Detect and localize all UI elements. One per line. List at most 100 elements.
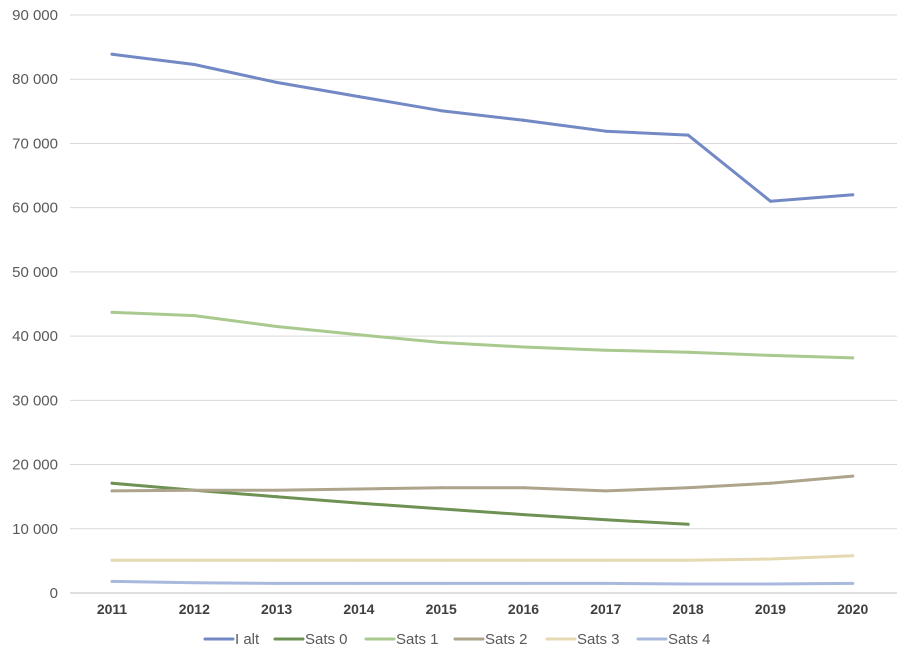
series-sats-1 [110, 310, 855, 360]
data-point [768, 557, 772, 561]
data-point [686, 558, 690, 562]
data-point [522, 513, 525, 517]
data-point [275, 495, 279, 499]
legend-label: Sats 1 [396, 631, 439, 648]
legend-label: I alt [235, 631, 260, 648]
legend-item: Sats 1 [364, 631, 439, 648]
data-point [522, 345, 525, 349]
data-point [110, 481, 114, 485]
x-tick-label: 2015 [426, 601, 457, 617]
data-point [851, 581, 855, 585]
legend-item: Sats 4 [636, 631, 711, 648]
data-point [604, 558, 608, 562]
data-point [357, 333, 361, 337]
y-tick-label: 80 000 [12, 71, 58, 88]
x-tick-label: 2016 [508, 601, 539, 617]
series-sats-2 [110, 474, 855, 493]
data-point [686, 486, 690, 490]
x-axis: 2011 2012 2013 2014 2015 2016 2017 2018 2019 2020 [70, 592, 897, 617]
legend-item: Sats 3 [545, 631, 620, 648]
data-point [275, 558, 279, 562]
data-point [110, 579, 114, 583]
data-point [768, 582, 772, 586]
data-point [357, 487, 361, 491]
data-point [604, 129, 608, 133]
data-point [439, 109, 443, 113]
data-point [604, 348, 608, 352]
data-point [357, 558, 361, 562]
legend-label: Sats 4 [668, 631, 711, 648]
data-point [522, 558, 525, 562]
data-point [686, 582, 690, 586]
y-tick-label: 30 000 [12, 392, 58, 409]
data-point [192, 488, 196, 492]
series-sats-4 [110, 579, 855, 586]
data-point [439, 581, 443, 585]
x-tick-label: 2014 [343, 601, 374, 617]
y-tick-label: 90 000 [12, 7, 58, 24]
data-point [192, 558, 196, 562]
y-tick-label: 70 000 [12, 135, 58, 152]
y-tick-label: 0 [50, 585, 58, 602]
y-tick-label: 20 000 [12, 457, 58, 474]
data-point [275, 488, 279, 492]
data-point [357, 95, 361, 99]
series-line [110, 579, 855, 586]
data-point [110, 558, 114, 562]
data-point [851, 554, 855, 558]
data-point [275, 581, 279, 585]
data-point [522, 118, 525, 122]
data-point [439, 486, 443, 490]
data-point [522, 486, 525, 490]
data-point [110, 489, 114, 493]
data-point [851, 356, 855, 360]
x-tick-label: 2012 [179, 601, 210, 617]
x-tick-label: 2020 [837, 601, 868, 617]
series-line [110, 474, 855, 493]
data-point [604, 581, 608, 585]
gridlines [70, 14, 897, 530]
x-tick-label: 2018 [673, 601, 704, 617]
x-tick-label: 2011 [97, 601, 128, 617]
data-point [604, 489, 608, 493]
legend-item: Sats 2 [453, 631, 528, 648]
data-point [192, 62, 196, 66]
data-point [439, 558, 443, 562]
y-axis: 0 10 000 20 000 30 000 40 000 50 000 60 000 70 … [12, 7, 58, 602]
series-line [110, 310, 855, 360]
series-sats-3 [110, 554, 855, 562]
data-point [851, 193, 855, 197]
data-point [686, 350, 690, 354]
data-point [768, 199, 772, 203]
legend-item: Sats 0 [273, 631, 348, 648]
legend-label: Sats 2 [485, 631, 528, 648]
data-point [275, 80, 279, 84]
data-point [357, 581, 361, 585]
x-tick-label: 2019 [755, 601, 786, 617]
legend: I alt Sats 0 Sats 1 Sats 2 Sats 3 Sats 4 [203, 631, 711, 648]
y-tick-label: 50 000 [12, 264, 58, 281]
series-line [110, 554, 855, 562]
data-point [439, 507, 443, 511]
data-point [768, 353, 772, 357]
x-tick-label: 2017 [590, 601, 621, 617]
data-point [357, 501, 361, 505]
data-point [522, 581, 525, 585]
y-tick-label: 40 000 [12, 328, 58, 345]
data-point [686, 522, 690, 526]
series-lines [110, 52, 855, 586]
data-point [851, 474, 855, 478]
data-point [110, 310, 114, 314]
legend-label: Sats 0 [305, 631, 348, 648]
series-line [110, 52, 855, 203]
data-point [686, 133, 690, 137]
data-point [604, 518, 608, 522]
data-point [110, 52, 114, 56]
data-point [192, 581, 196, 585]
y-tick-label: 10 000 [12, 521, 58, 538]
data-point [275, 324, 279, 328]
data-point [439, 341, 443, 345]
legend-label: Sats 3 [577, 631, 620, 648]
